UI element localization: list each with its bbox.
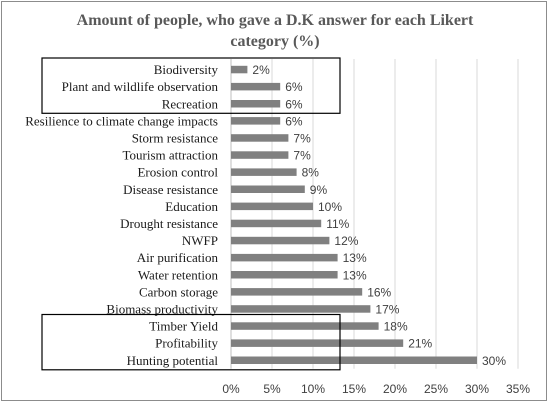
bars: 2%6%6%6%7%7%8%9%10%11%12%13%13%16%17%18%… <box>231 63 506 368</box>
category-label: Plant and wildlife observation <box>62 79 219 94</box>
bar <box>231 236 330 245</box>
category-label: Biomass productivity <box>106 301 218 316</box>
x-tick-label: 15% <box>342 382 366 396</box>
category-label: Timber Yield <box>149 319 218 334</box>
bar <box>231 288 363 296</box>
category-label: Carbon storage <box>139 284 218 299</box>
category-label: Education <box>165 199 218 214</box>
bar <box>231 100 281 108</box>
category-label: Storm resistance <box>132 130 219 145</box>
data-label: 11% <box>326 217 349 231</box>
x-axis-ticks: 0% 5% 10% 15% 20% 25% 30% 35% <box>222 382 530 396</box>
highlight-box <box>41 313 341 371</box>
data-label: 7% <box>293 149 311 163</box>
data-label: 6% <box>285 97 303 111</box>
data-label: 13% <box>343 251 367 265</box>
category-label: NWFP <box>182 233 218 248</box>
bar <box>231 65 248 74</box>
data-label: 9% <box>310 183 328 197</box>
x-tick-label: 35% <box>506 382 530 396</box>
x-tick-label: 25% <box>424 382 448 396</box>
data-label: 21% <box>408 337 432 351</box>
category-label: Drought resistance <box>120 216 218 231</box>
bar <box>231 134 289 142</box>
bar <box>231 219 322 228</box>
x-tick-label: 30% <box>465 382 489 396</box>
bar <box>231 305 371 313</box>
bar <box>231 202 313 211</box>
highlight-box <box>41 57 341 114</box>
bar <box>231 339 404 347</box>
category-label: Air purification <box>137 250 219 265</box>
data-label: 12% <box>334 234 358 248</box>
x-tick-label: 0% <box>222 382 240 396</box>
data-label: 6% <box>285 114 303 128</box>
gridlines <box>230 59 519 369</box>
bar <box>231 185 305 193</box>
category-label: Erosion control <box>137 165 218 180</box>
category-label: Recreation <box>162 96 219 111</box>
chart-title-line-2: category (%) <box>230 33 319 50</box>
category-label: Disease resistance <box>123 182 218 197</box>
bar <box>231 253 338 262</box>
bar <box>231 322 379 330</box>
chart-title-line-1: Amount of people, who gave a D.K answer … <box>77 12 474 29</box>
bar <box>231 356 477 364</box>
data-label: 17% <box>375 302 399 316</box>
category-label: Hunting potential <box>127 353 219 368</box>
bar <box>231 117 281 125</box>
data-label: 16% <box>367 285 391 299</box>
category-labels: Biodiversity Plant and wildlife observati… <box>25 62 218 368</box>
bar <box>231 82 281 91</box>
x-tick-label: 20% <box>383 382 407 396</box>
data-label: 2% <box>252 63 270 77</box>
x-tick-label: 10% <box>301 382 325 396</box>
category-label: Biodiversity <box>154 62 219 77</box>
data-label: 13% <box>343 268 367 282</box>
x-tick-label: 5% <box>263 382 281 396</box>
data-label: 7% <box>293 131 311 145</box>
highlight-boxes <box>41 57 341 371</box>
data-label: 6% <box>285 80 303 94</box>
bar <box>231 151 289 159</box>
data-label: 8% <box>302 166 320 180</box>
category-label: Profitability <box>155 336 218 351</box>
data-label: 18% <box>384 320 408 334</box>
bar <box>231 271 338 279</box>
category-label: Resilience to climate change impacts <box>25 113 218 128</box>
bar <box>231 168 297 176</box>
data-label: 30% <box>482 354 506 368</box>
category-label: Water retention <box>138 267 219 282</box>
category-label: Tourism attraction <box>123 148 219 163</box>
data-label: 10% <box>318 200 342 214</box>
